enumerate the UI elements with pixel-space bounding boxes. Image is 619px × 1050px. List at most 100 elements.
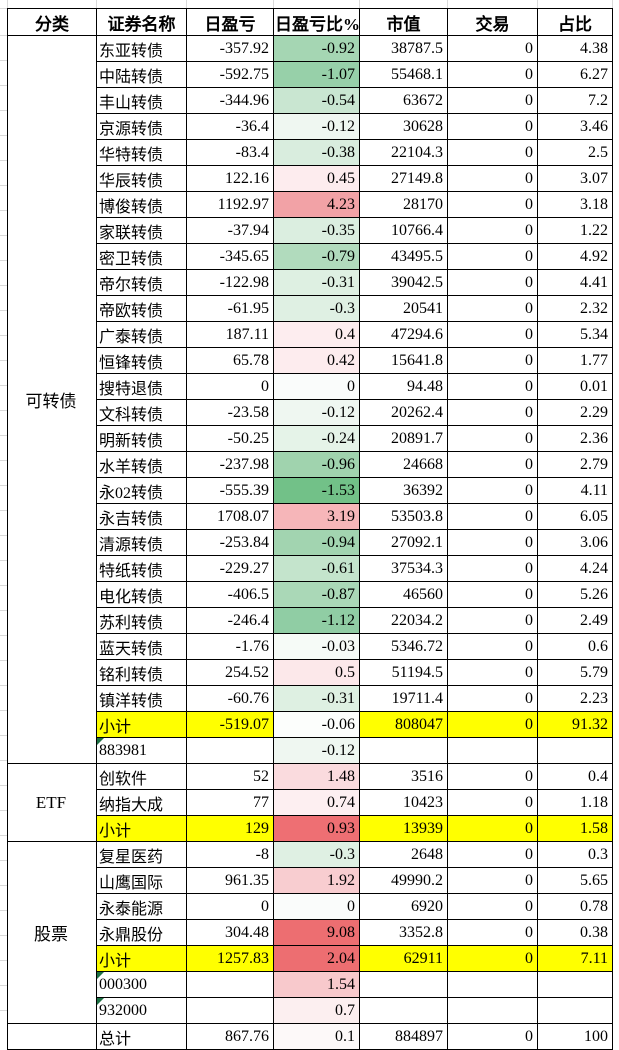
cell-security-name[interactable]: 中陆转债 (96, 61, 187, 88)
cell-weight[interactable]: 0.3 (537, 841, 613, 868)
cell-market-value[interactable]: 20262.4 (359, 399, 448, 426)
cell-daily-pnl-ratio[interactable]: -1.07 (273, 61, 360, 88)
cell-trade[interactable]: 0 (447, 945, 538, 972)
cell-daily-pnl-ratio[interactable]: 0.93 (273, 815, 360, 842)
cell-daily-pnl-ratio[interactable]: -0.92 (273, 35, 360, 62)
cell-market-value[interactable]: 38787.5 (359, 35, 448, 62)
cell-trade[interactable]: 0 (447, 815, 538, 842)
cell-weight[interactable]: 1.58 (537, 815, 613, 842)
cell-daily-pnl[interactable]: 961.35 (186, 867, 274, 894)
cell-trade[interactable]: 0 (447, 347, 538, 374)
cell-market-value[interactable]: 15641.8 (359, 347, 448, 374)
cell-daily-pnl-ratio[interactable]: 0.42 (273, 347, 360, 374)
column-header-trade[interactable]: 交易 (447, 8, 538, 36)
cell-security-name[interactable]: 永泰能源 (96, 893, 187, 920)
cell-daily-pnl-ratio[interactable]: -0.94 (273, 529, 360, 556)
cell-market-value[interactable]: 808047 (359, 711, 448, 738)
cell-weight[interactable]: 2.5 (537, 139, 613, 166)
cell-market-value[interactable]: 27092.1 (359, 529, 448, 556)
cell-trade[interactable]: 0 (447, 191, 538, 218)
cell-security-name[interactable]: 家联转债 (96, 217, 187, 244)
column-header-daily-pnl-ratio[interactable]: 日盈亏比% (273, 8, 360, 36)
cell-weight[interactable] (537, 971, 613, 998)
cell-security-name[interactable]: 小计 (96, 945, 187, 972)
cell-daily-pnl[interactable]: -406.5 (186, 581, 274, 608)
cell-market-value[interactable]: 43495.5 (359, 243, 448, 270)
cell-market-value[interactable]: 22034.2 (359, 607, 448, 634)
cell-daily-pnl-ratio[interactable]: -0.35 (273, 217, 360, 244)
column-header-weight[interactable]: 占比 (537, 8, 613, 36)
cell-daily-pnl[interactable]: -60.76 (186, 685, 274, 712)
cell-market-value[interactable]: 20541 (359, 295, 448, 322)
cell-daily-pnl-ratio[interactable]: -0.12 (273, 737, 360, 764)
cell-security-name[interactable]: 永02转债 (96, 477, 187, 504)
cell-security-name[interactable]: 小计 (96, 815, 187, 842)
cell-daily-pnl[interactable]: 867.76 (186, 1023, 274, 1050)
cell-daily-pnl-ratio[interactable]: -0.3 (273, 841, 360, 868)
cell-trade[interactable]: 0 (447, 477, 538, 504)
cell-weight[interactable]: 5.26 (537, 581, 613, 608)
cell-trade[interactable]: 0 (447, 555, 538, 582)
cell-security-name[interactable]: 永吉转债 (96, 503, 187, 530)
cell-trade[interactable]: 0 (447, 321, 538, 348)
cell-weight[interactable]: 3.06 (537, 529, 613, 556)
cell-security-name[interactable]: 博俊转债 (96, 191, 187, 218)
cell-weight[interactable]: 2.32 (537, 295, 613, 322)
cell-daily-pnl-ratio[interactable]: 0 (273, 893, 360, 920)
cell-daily-pnl-ratio[interactable]: 4.23 (273, 191, 360, 218)
cell-market-value[interactable]: 20891.7 (359, 425, 448, 452)
cell-market-value[interactable] (359, 737, 448, 764)
column-header-market-value[interactable]: 市值 (359, 8, 448, 36)
cell-weight[interactable]: 2.49 (537, 607, 613, 634)
cell-market-value[interactable]: 884897 (359, 1023, 448, 1050)
cell-trade[interactable]: 0 (447, 763, 538, 790)
cell-daily-pnl-ratio[interactable]: 0.4 (273, 321, 360, 348)
cell-daily-pnl-ratio[interactable]: 1.92 (273, 867, 360, 894)
cell-weight[interactable]: 0.38 (537, 919, 613, 946)
cell-weight[interactable]: 1.18 (537, 789, 613, 816)
cell-daily-pnl[interactable]: 1708.07 (186, 503, 274, 530)
cell-weight[interactable]: 6.05 (537, 503, 613, 530)
cell-weight[interactable]: 3.07 (537, 165, 613, 192)
cell-security-name[interactable]: 总计 (96, 1023, 187, 1050)
cell-security-name[interactable]: 明新转债 (96, 425, 187, 452)
cell-security-name[interactable]: 苏利转债 (96, 607, 187, 634)
column-header-category[interactable]: 分类 (7, 8, 97, 36)
cell-security-name[interactable]: 广泰转债 (96, 321, 187, 348)
cell-security-name[interactable]: 文科转债 (96, 399, 187, 426)
cell-market-value[interactable]: 5346.72 (359, 633, 448, 660)
column-header-daily-pnl[interactable]: 日盈亏 (186, 8, 274, 36)
cell-security-name[interactable]: 特纸转债 (96, 555, 187, 582)
cell-trade[interactable]: 0 (447, 61, 538, 88)
cell-trade[interactable]: 0 (447, 867, 538, 894)
cell-market-value[interactable]: 13939 (359, 815, 448, 842)
cell-market-value[interactable]: 49990.2 (359, 867, 448, 894)
cell-trade[interactable]: 0 (447, 633, 538, 660)
cell-daily-pnl[interactable]: -23.58 (186, 399, 274, 426)
cell-daily-pnl[interactable]: 254.52 (186, 659, 274, 686)
cell-daily-pnl[interactable]: -61.95 (186, 295, 274, 322)
cell-daily-pnl[interactable]: -592.75 (186, 61, 274, 88)
cell-security-name[interactable]: 纳指大成 (96, 789, 187, 816)
cell-market-value[interactable]: 28170 (359, 191, 448, 218)
cell-market-value[interactable]: 53503.8 (359, 503, 448, 530)
cell-trade[interactable]: 0 (447, 659, 538, 686)
cell-trade[interactable] (447, 737, 538, 764)
cell-market-value[interactable]: 10766.4 (359, 217, 448, 244)
cell-trade[interactable]: 0 (447, 139, 538, 166)
cell-market-value[interactable]: 51194.5 (359, 659, 448, 686)
cell-market-value[interactable]: 30628 (359, 113, 448, 140)
cell-trade[interactable]: 0 (447, 893, 538, 920)
cell-daily-pnl-ratio[interactable]: -0.38 (273, 139, 360, 166)
cell-weight[interactable]: 2.36 (537, 425, 613, 452)
cell-trade[interactable]: 0 (447, 87, 538, 114)
cell-security-name[interactable]: 水羊转债 (96, 451, 187, 478)
cell-trade[interactable]: 0 (447, 581, 538, 608)
cell-security-name[interactable]: 清源转债 (96, 529, 187, 556)
cell-security-name[interactable]: 小计 (96, 711, 187, 738)
cell-daily-pnl-ratio[interactable]: -0.31 (273, 269, 360, 296)
cell-market-value[interactable]: 3352.8 (359, 919, 448, 946)
cell-security-name[interactable]: 东亚转债 (96, 35, 187, 62)
cell-security-name[interactable]: 密卫转债 (96, 243, 187, 270)
cell-market-value[interactable]: 22104.3 (359, 139, 448, 166)
